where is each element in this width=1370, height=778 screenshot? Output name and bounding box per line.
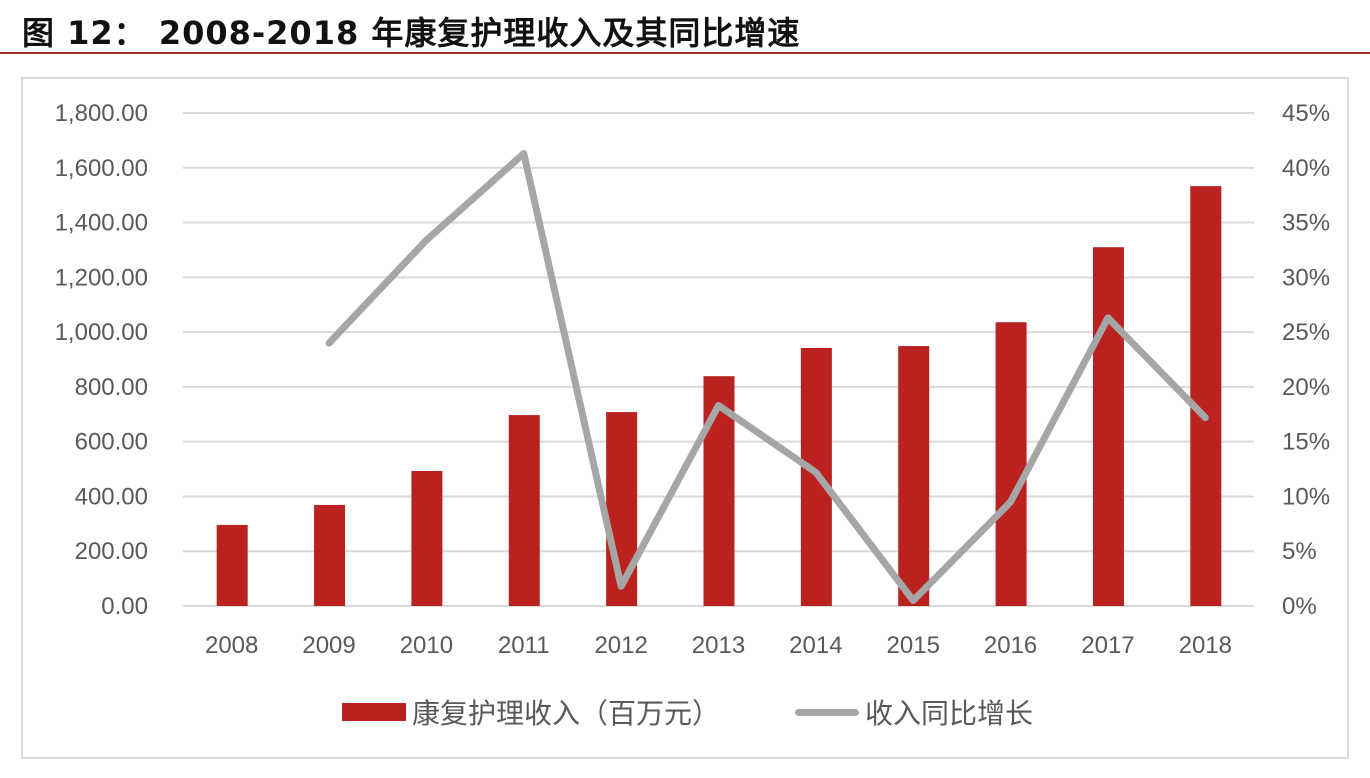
bar-2016[interactable]	[995, 322, 1027, 606]
left-tick-label: 1,000.00	[55, 319, 148, 346]
x-tick-label: 2010	[400, 632, 453, 659]
bar-2008[interactable]	[216, 524, 248, 606]
x-tick-label: 2009	[302, 632, 355, 659]
x-tick-label: 2017	[1081, 632, 1134, 659]
left-tick-label: 600.00	[75, 429, 148, 456]
right-tick-label: 5%	[1282, 538, 1317, 565]
x-tick-label: 2014	[789, 632, 842, 659]
right-tick-label: 15%	[1282, 429, 1330, 456]
figure-title: 图 12： 2008-2018 年康复护理收入及其同比增速	[22, 14, 801, 52]
left-tick-label: 1,800.00	[55, 100, 148, 127]
bar-2011[interactable]	[508, 415, 540, 606]
left-tick-label: 1,200.00	[55, 264, 148, 291]
right-tick-label: 10%	[1282, 483, 1330, 510]
chart-frame	[21, 77, 1349, 759]
bar-2009[interactable]	[314, 504, 346, 606]
left-tick-label: 800.00	[75, 374, 148, 401]
bar-2017[interactable]	[1092, 247, 1124, 606]
right-tick-label: 0%	[1282, 593, 1317, 620]
right-tick-label: 20%	[1282, 374, 1330, 401]
right-tick-label: 40%	[1282, 155, 1330, 182]
title-divider	[0, 52, 1370, 54]
bar-2010[interactable]	[411, 470, 443, 606]
left-tick-label: 0.00	[101, 593, 148, 620]
left-tick-label: 1,600.00	[55, 155, 148, 182]
growth-line[interactable]	[325, 150, 1209, 605]
legend-label-revenue: 康复护理收入（百万元）	[412, 697, 721, 730]
x-tick-label: 2015	[887, 632, 940, 659]
right-axis-ticks: 0% 5% 10% 15% 20% 25% 30% 35% 40% 45%	[1282, 100, 1330, 620]
left-tick-label: 400.00	[75, 483, 148, 510]
x-axis-labels: 2008 2009 2010 2011 2012 2013 2014 2015 2016 2017…	[205, 632, 1232, 659]
figure-header: 图 12： 2008-2018 年康复护理收入及其同比增速	[0, 0, 1370, 54]
legend: 康复护理收入（百万元） 收入同比增长	[0, 690, 1370, 734]
bar-2018[interactable]	[1190, 186, 1222, 606]
bar-series	[216, 186, 1222, 606]
left-tick-label: 200.00	[75, 538, 148, 565]
x-tick-label: 2013	[692, 632, 745, 659]
left-tick-label: 1,400.00	[55, 210, 148, 237]
x-tick-label: 2011	[498, 632, 550, 659]
right-tick-label: 30%	[1282, 264, 1330, 291]
x-tick-label: 2012	[594, 632, 647, 659]
x-tick-label: 2018	[1179, 632, 1232, 659]
right-tick-label: 35%	[1282, 210, 1330, 237]
right-tick-label: 25%	[1282, 319, 1330, 346]
right-tick-label: 45%	[1282, 100, 1330, 127]
x-tick-label: 2008	[205, 632, 258, 659]
x-tick-label: 2016	[984, 632, 1037, 659]
legend-item-revenue[interactable]: 康复护理收入（百万元）	[342, 690, 720, 734]
legend-item-growth[interactable]: 收入同比增长	[795, 690, 1033, 734]
left-axis-ticks: 0.00 200.00 400.00 600.00 800.00 1,000.00 1,20…	[55, 100, 148, 620]
bar-2015[interactable]	[898, 346, 930, 606]
bar-swatch-icon	[342, 703, 406, 721]
line-swatch-icon	[795, 708, 859, 716]
legend-label-growth: 收入同比增长	[865, 697, 1034, 730]
